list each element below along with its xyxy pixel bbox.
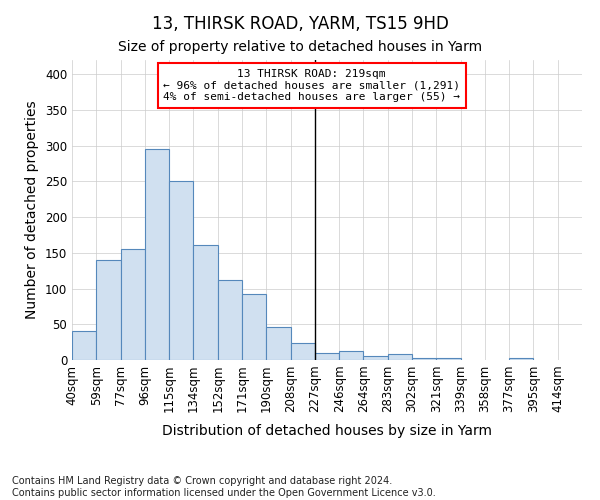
Y-axis label: Number of detached properties: Number of detached properties [25,100,40,320]
Bar [339,350,364,360]
X-axis label: Distribution of detached houses by size in Yarm: Distribution of detached houses by size … [162,424,492,438]
Bar [72,332,96,360]
Text: 13, THIRSK ROAD, YARM, TS15 9HD: 13, THIRSK ROAD, YARM, TS15 9HD [152,15,448,33]
Text: 13 THIRSK ROAD: 219sqm
← 96% of detached houses are smaller (1,291)
4% of semi-d: 13 THIRSK ROAD: 219sqm ← 96% of detached… [163,69,460,102]
Bar [412,358,436,360]
Bar [388,354,412,360]
Bar [169,180,193,360]
Bar [436,358,461,360]
Bar [145,150,169,360]
Bar [242,294,266,360]
Text: Contains HM Land Registry data © Crown copyright and database right 2024.
Contai: Contains HM Land Registry data © Crown c… [12,476,436,498]
Bar [364,356,388,360]
Text: Size of property relative to detached houses in Yarm: Size of property relative to detached ho… [118,40,482,54]
Bar [218,280,242,360]
Bar [315,353,339,360]
Bar [266,327,290,360]
Bar [121,250,145,360]
Bar [509,358,533,360]
Bar [193,245,218,360]
Bar [96,260,121,360]
Bar [290,343,315,360]
